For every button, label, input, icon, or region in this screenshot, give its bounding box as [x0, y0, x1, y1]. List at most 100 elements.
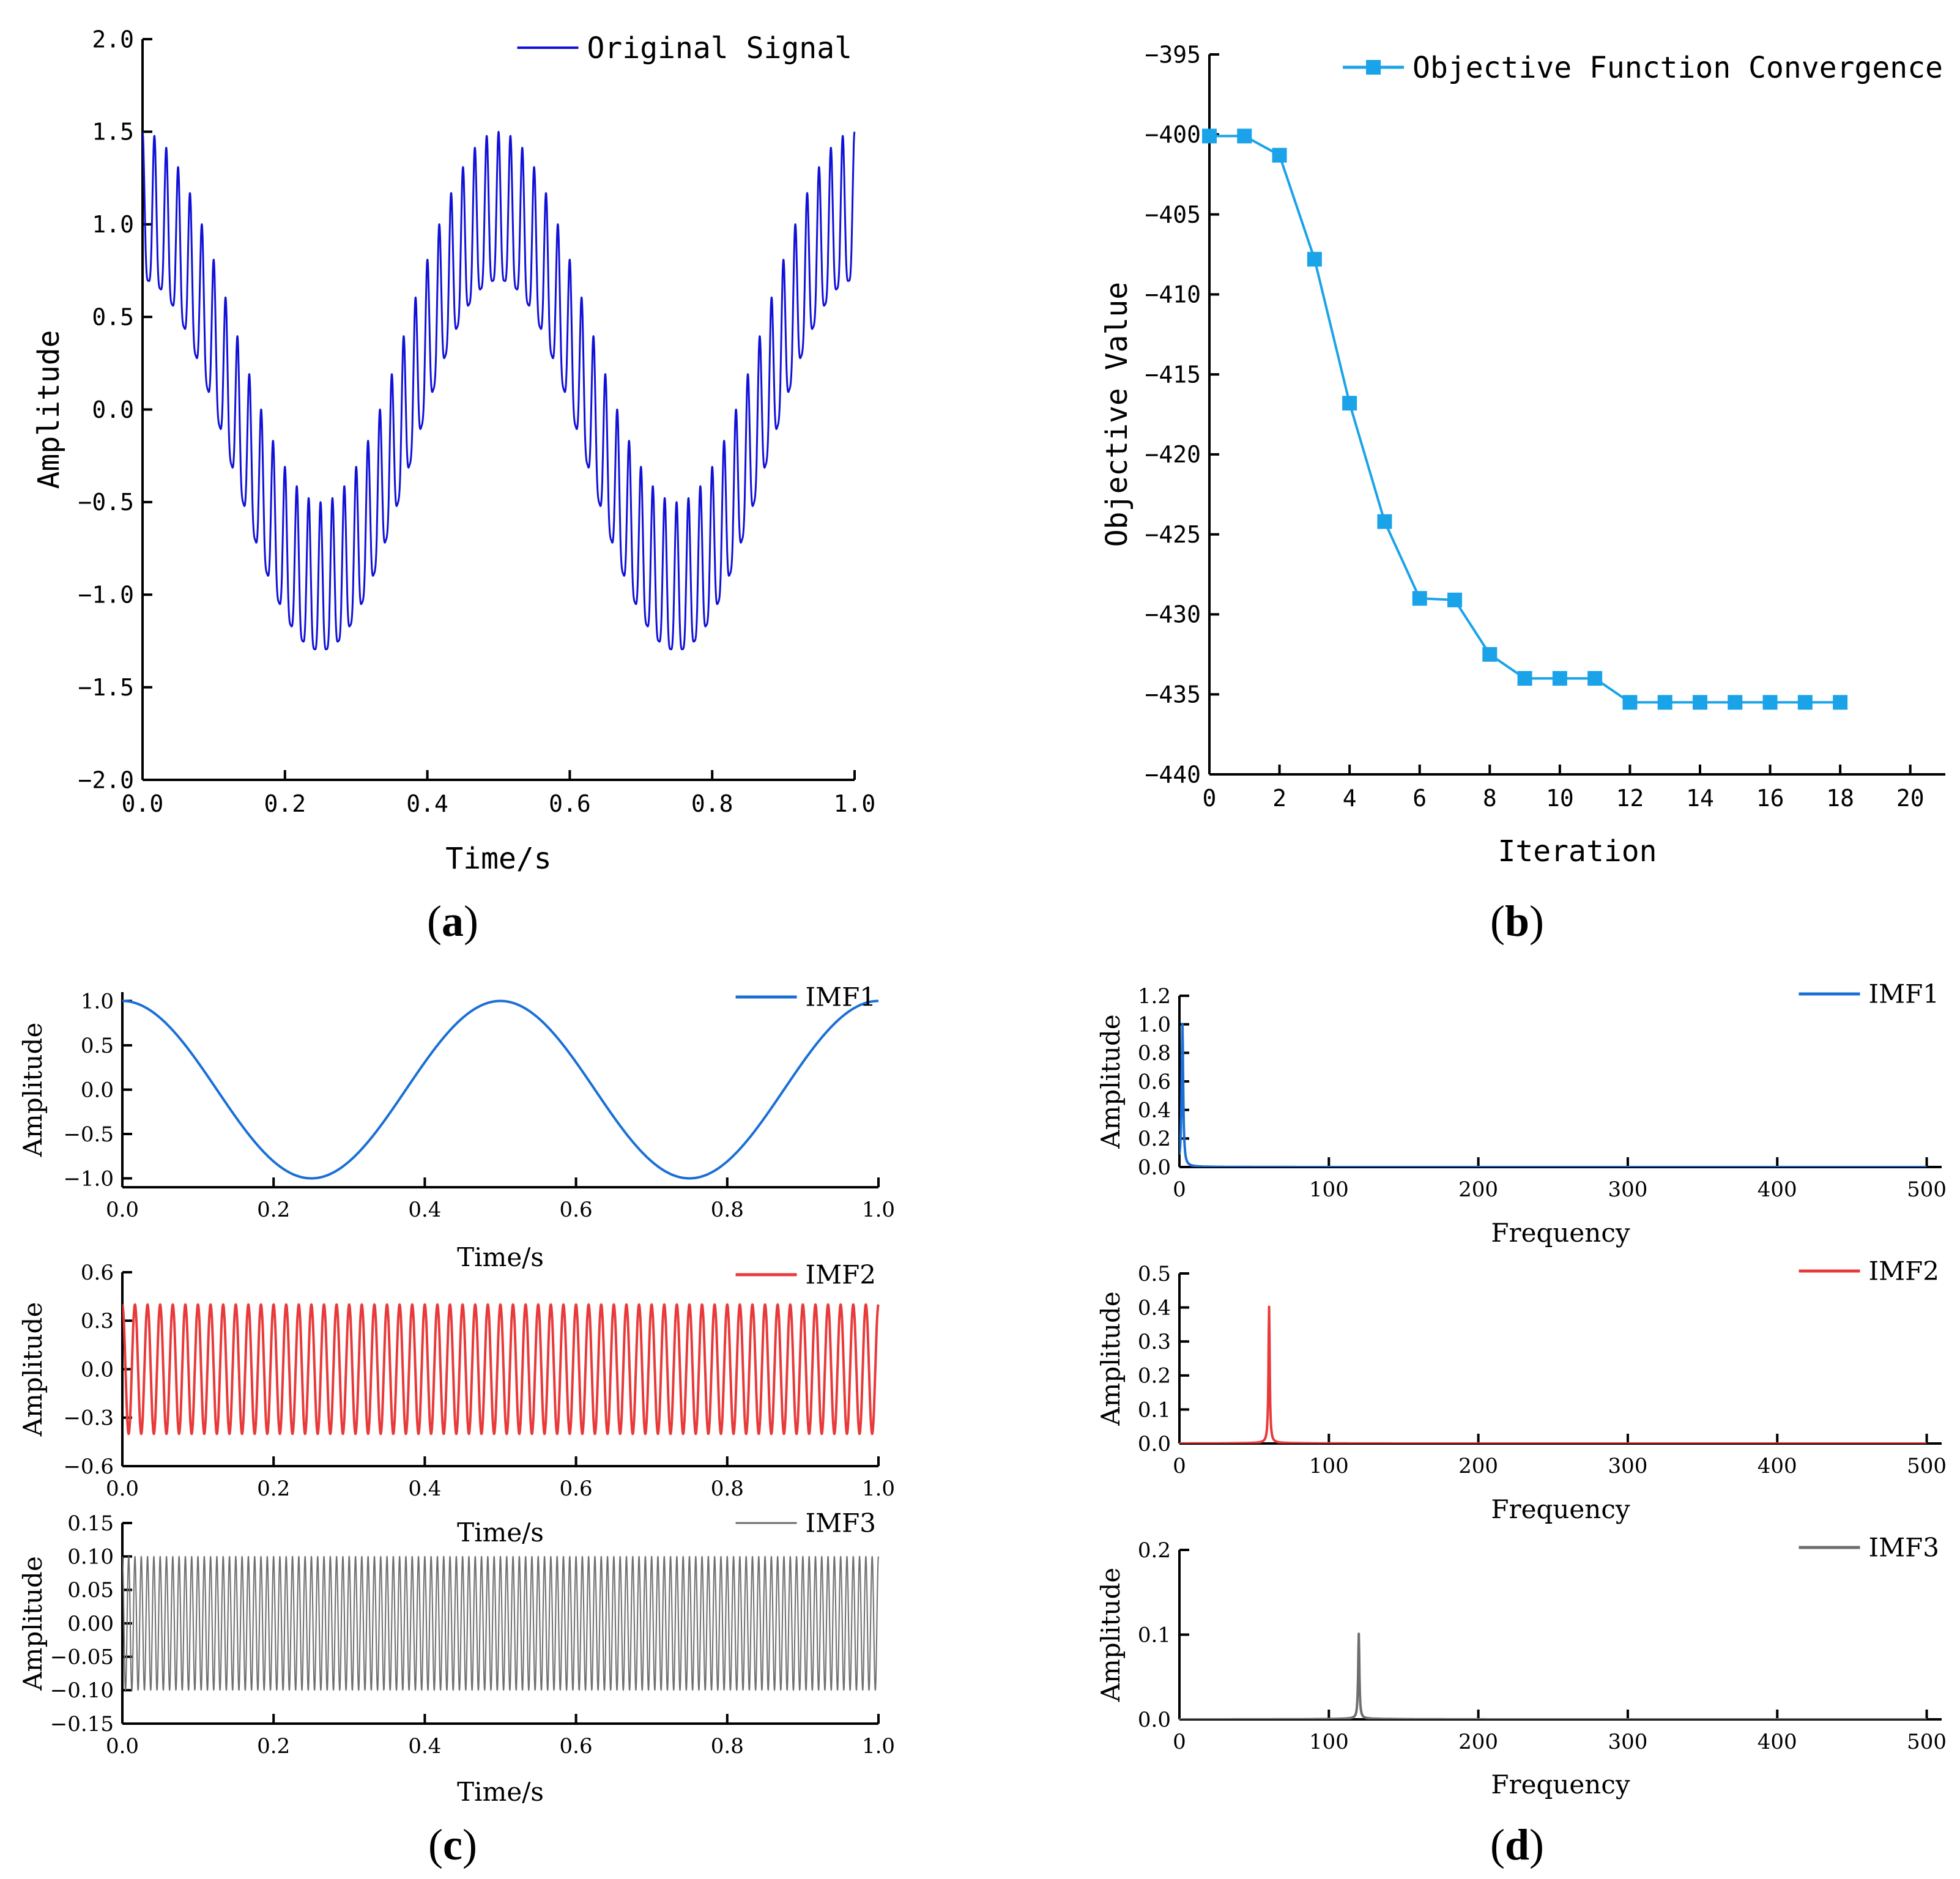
- x-axis-label: Frequency: [1491, 1770, 1630, 1799]
- x-tick-label: 300: [1608, 1730, 1647, 1754]
- legend-label: IMF3: [1869, 1533, 1939, 1563]
- y-tick-label: 2.0: [92, 26, 134, 53]
- y-tick-label: 0.1: [1138, 1623, 1171, 1647]
- y-axis-label: Amplitude: [1096, 1014, 1126, 1149]
- chart-b: 0 2 4 6 8 10 12 14 16 18 20 −395 −400 −405 −410 −415 −42…: [1100, 41, 1945, 869]
- y-tick-label: 0.0: [92, 396, 134, 423]
- legend-label: IMF3: [806, 1508, 876, 1538]
- y-tick-label: −430: [1145, 601, 1201, 628]
- x-tick-label: 200: [1458, 1730, 1498, 1754]
- x-axis-label: Frequency: [1491, 1218, 1630, 1248]
- x-tick-label: 0.8: [711, 1734, 744, 1759]
- x-tick-label: 100: [1309, 1730, 1349, 1754]
- y-tick-label: −440: [1145, 761, 1201, 788]
- caption-c: (c): [428, 1820, 477, 1869]
- x-tick-label: 0.2: [264, 790, 306, 817]
- x-tick-label: 0.8: [691, 790, 733, 817]
- y-tick-label: 0.4: [1138, 1296, 1171, 1321]
- chart-c3: 0.0 0.2 0.4 0.6 0.8 1.0 0.15 0.10 0.05 0.00 −0.05 −…: [18, 1508, 895, 1807]
- x-tick-label: 100: [1309, 1177, 1349, 1202]
- y-axis-label: Amplitude: [1096, 1568, 1126, 1703]
- x-tick-label: 0: [1203, 785, 1217, 812]
- data-point: [1412, 591, 1427, 606]
- x-tick-label: 0.0: [106, 1734, 139, 1759]
- y-tick-label: −1.5: [78, 674, 134, 701]
- y-tick-label: −410: [1145, 281, 1201, 308]
- data-point: [1728, 695, 1743, 710]
- caption-a: (a): [427, 897, 478, 946]
- data-point: [1693, 695, 1707, 710]
- x-axis-label: Time/s: [445, 842, 551, 876]
- data-point: [1797, 695, 1813, 710]
- x-tick-label: 4: [1343, 785, 1357, 812]
- chart-d2: 0 100 200 300 400 500 0.5 0.4 0.3 0.2 0.1 0.0 Freque…: [1096, 1256, 1947, 1524]
- x-tick-label: 200: [1458, 1177, 1498, 1202]
- x-axis-label: Iteration: [1498, 834, 1657, 869]
- data-point: [1762, 695, 1778, 710]
- x-tick-label: 500: [1907, 1454, 1947, 1478]
- x-tick-label: 14: [1686, 785, 1714, 812]
- y-tick-label: 0.0: [1138, 1432, 1171, 1456]
- y-tick-label: −0.10: [50, 1678, 114, 1703]
- legend-label: IMF1: [1869, 979, 1939, 1009]
- x-tick-label: 6: [1412, 785, 1427, 812]
- x-tick-label: 1.0: [862, 1198, 895, 1222]
- data-point: [1587, 671, 1603, 686]
- x-tick-label: 0.0: [122, 790, 164, 817]
- data-point: [1552, 671, 1567, 686]
- series-line: [122, 1555, 879, 1691]
- legend-marker: [1366, 60, 1381, 75]
- y-axis-label: Amplitude: [32, 330, 66, 489]
- legend-label: IMF1: [806, 982, 876, 1012]
- y-tick-label: 0.0: [81, 1078, 114, 1102]
- y-tick-label: −395: [1145, 41, 1201, 68]
- chart-d3: 0 100 200 300 400 500 0.2 0.1 0.0 Frequency Amplit…: [1096, 1533, 1947, 1799]
- data-point: [1517, 671, 1532, 686]
- x-tick-label: 0.2: [257, 1198, 290, 1222]
- caption-d: (d): [1490, 1820, 1544, 1869]
- data-point: [1447, 592, 1462, 607]
- panels: 0.0 0.2 0.4 0.6 0.8 1.0 2.0 1.5 1.0 0.5 0.0 −0.5 −1.…: [18, 26, 1947, 1807]
- y-tick-label: −0.15: [50, 1712, 114, 1736]
- data-point: [1237, 128, 1252, 144]
- y-tick-label: 0.5: [81, 1034, 114, 1058]
- x-tick-label: 0.2: [257, 1734, 290, 1759]
- x-axis-label: Time/s: [457, 1518, 544, 1547]
- x-tick-label: 500: [1907, 1730, 1947, 1754]
- chart-d1: 0 100 200 300 400 500 1.2 1.0 0.8 0.6 0.4 0.2 0.0 Fre…: [1096, 979, 1947, 1248]
- y-tick-label: 1.5: [92, 119, 134, 146]
- x-tick-label: 0.6: [560, 1477, 593, 1501]
- y-tick-label: 0.6: [81, 1261, 114, 1285]
- y-tick-label: −0.3: [63, 1406, 114, 1431]
- y-tick-label: 0.10: [67, 1545, 114, 1570]
- y-tick-label: 1.0: [1138, 1013, 1171, 1037]
- y-axis-label: Objective Value: [1100, 282, 1134, 547]
- y-tick-label: 0.0: [1138, 1155, 1171, 1180]
- y-tick-label: −425: [1145, 521, 1201, 548]
- legend-label: Original Signal: [587, 31, 852, 65]
- x-tick-label: 0.2: [257, 1477, 290, 1501]
- series-line: [143, 130, 856, 651]
- data-point: [1833, 695, 1848, 710]
- x-tick-label: 0.6: [560, 1734, 593, 1759]
- x-axis-label: Frequency: [1491, 1494, 1630, 1524]
- series-line: [1209, 135, 1841, 704]
- y-tick-label: −420: [1145, 441, 1201, 468]
- x-tick-label: 0.4: [408, 1734, 441, 1759]
- series-line: [1179, 1023, 1928, 1167]
- x-tick-label: 100: [1309, 1454, 1349, 1478]
- y-tick-label: 0.1: [1138, 1398, 1171, 1422]
- y-tick-label: −1.0: [63, 1166, 114, 1191]
- x-tick-label: 300: [1608, 1177, 1647, 1202]
- data-point: [1482, 647, 1498, 662]
- x-tick-label: 1.0: [862, 1477, 895, 1501]
- x-tick-label: 18: [1826, 785, 1854, 812]
- x-tick-label: 0.8: [711, 1198, 744, 1222]
- chart-c1: 0.0 0.2 0.4 0.6 0.8 1.0 1.0 0.5 0.0 −0.5 −1.0 Time/…: [18, 982, 895, 1272]
- y-tick-label: 0.0: [81, 1357, 114, 1382]
- x-tick-label: 0.8: [711, 1477, 744, 1501]
- x-axis-label: Time/s: [457, 1777, 544, 1807]
- x-tick-label: 8: [1483, 785, 1497, 812]
- x-tick-label: 0.4: [406, 790, 448, 817]
